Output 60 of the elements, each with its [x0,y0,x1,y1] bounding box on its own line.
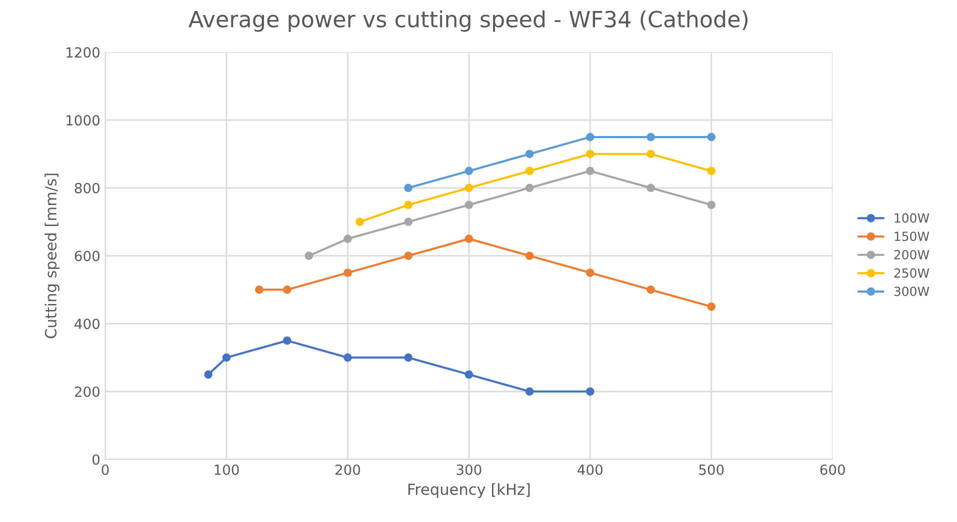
y-tick-label: 400 [74,318,100,330]
y-tick-label: 600 [74,250,100,262]
y-tick-label: 1200 [66,47,100,58]
x-tick-label: 100 [214,464,239,475]
point [525,150,534,158]
point [464,184,474,192]
point [344,268,352,277]
y-axis-title: Cutting speed [mm/s] [44,174,60,338]
legend-label: 100W [894,213,930,223]
point [344,234,352,243]
x-tick-label: 600 [820,464,845,475]
point [344,353,352,362]
x-tick-label: 200 [335,464,360,475]
x-tick-label: 500 [699,464,724,475]
y-tick-label: 0 [92,454,100,465]
y-tick-label: 800 [74,182,100,194]
point [525,184,534,192]
point [525,252,534,260]
point [707,302,716,311]
x-axis-title: Frequency [kHz] [408,483,530,498]
point [255,286,264,294]
point [525,166,534,176]
x-tick-label: 0 [102,464,109,475]
point [464,234,474,243]
point [707,132,716,142]
legend-label: 300W [894,286,930,296]
point [646,286,655,294]
point [282,336,292,345]
legend-label: 150W [894,232,930,242]
point [707,200,716,210]
point [404,353,412,362]
point [404,200,412,210]
point [404,252,412,260]
point [586,150,594,158]
point [646,184,655,192]
legend-label: 250W [894,268,930,278]
point [222,353,231,362]
point [204,370,212,379]
chart-title: Average power vs cutting speed - WF34 (Cathode) [188,10,748,32]
legend-label: 200W [894,250,930,260]
point [646,132,655,142]
point [586,166,594,176]
point [586,387,594,396]
point [586,268,594,277]
y-tick-label: 1000 [66,115,100,126]
x-tick-label: 300 [456,464,482,475]
point [464,200,474,210]
point [525,387,534,396]
point [404,184,412,192]
point [586,132,594,142]
point [707,166,716,176]
point [356,218,364,226]
x-tick-label: 400 [578,464,602,475]
point [282,286,292,294]
point [404,218,412,226]
point [464,370,474,379]
y-tick-label: 200 [74,386,100,397]
point [304,252,314,260]
point [646,150,655,158]
point [464,166,474,176]
